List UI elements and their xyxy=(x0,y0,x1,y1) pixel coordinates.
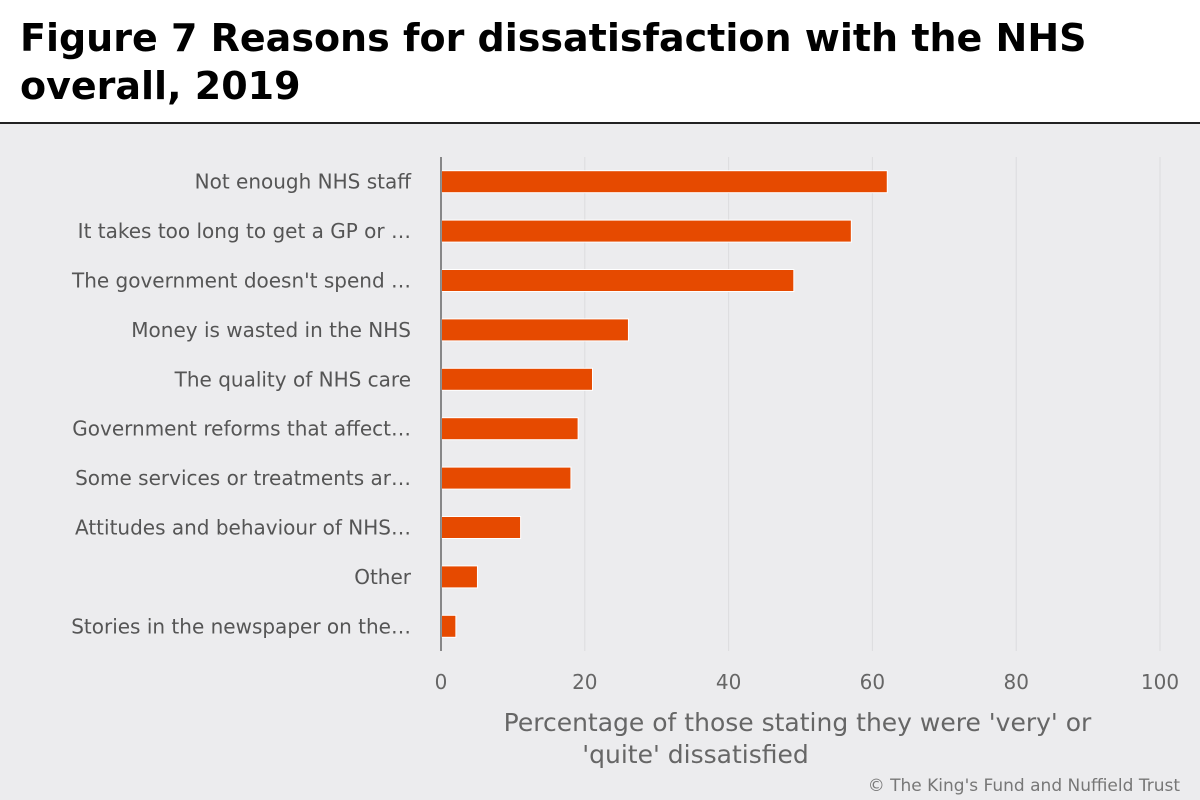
chart-header: Figure 7 Reasons for dissatisfaction wit… xyxy=(0,0,1200,123)
x-tick-label: 40 xyxy=(716,670,741,694)
category-label: Not enough NHS staff xyxy=(195,170,413,194)
bar xyxy=(441,614,457,638)
bars xyxy=(441,170,888,638)
bar xyxy=(441,367,593,391)
category-label: The quality of NHS care xyxy=(174,367,411,391)
chart-area: Not enough NHS staff It takes too long to… xyxy=(0,124,1200,800)
bar xyxy=(441,516,522,539)
bar xyxy=(441,269,795,292)
x-tick-label: 0 xyxy=(435,670,448,694)
bar xyxy=(441,466,572,490)
gridlines xyxy=(584,157,1161,651)
bar xyxy=(441,219,852,243)
category-label: Government reforms that affect… xyxy=(72,417,411,441)
x-axis-title-line-1: Percentage of those stating they were 'v… xyxy=(504,708,1092,737)
bar xyxy=(441,417,579,441)
category-label: Some services or treatments ar… xyxy=(75,466,411,490)
x-tick-label: 60 xyxy=(860,670,885,694)
category-label: Stories in the newspaper on the… xyxy=(71,614,411,638)
category-label: Other xyxy=(354,565,412,589)
category-label: Attitudes and behaviour of NHS… xyxy=(75,516,411,540)
x-tick-label: 80 xyxy=(1003,670,1028,694)
category-label: It takes too long to get a GP or … xyxy=(78,219,411,243)
bar-chart: Not enough NHS staff It takes too long to… xyxy=(71,157,1181,796)
x-axis-title-line-2: 'quite' dissatisfied xyxy=(582,740,809,769)
bar xyxy=(441,170,888,194)
bar xyxy=(441,565,478,589)
bar xyxy=(441,318,629,342)
category-label: The government doesn't spend … xyxy=(71,269,411,293)
category-label: Money is wasted in the NHS xyxy=(131,318,411,342)
x-tick-label: 100 xyxy=(1141,670,1179,694)
credit-text: © The King's Fund and Nuffield Trust xyxy=(868,776,1181,796)
x-tick-labels: 0 20 40 60 80 100 xyxy=(435,670,1179,694)
x-tick-label: 20 xyxy=(572,670,597,694)
title-divider xyxy=(0,122,1200,124)
chart-title: Figure 7 Reasons for dissatisfaction wit… xyxy=(20,16,1087,108)
category-labels: Not enough NHS staff It takes too long to… xyxy=(71,170,412,639)
